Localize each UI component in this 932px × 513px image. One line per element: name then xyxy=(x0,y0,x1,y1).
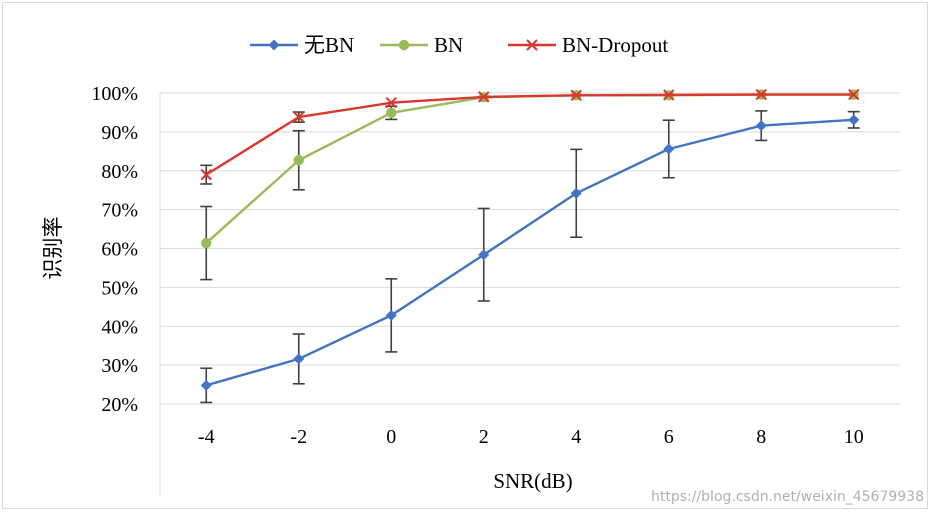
y-axis-title: 识别率 xyxy=(41,217,65,280)
watermark-text: https://blog.csdn.net/weixin_45679938 xyxy=(650,489,924,505)
x-tick-label: 4 xyxy=(571,426,581,448)
data-point-series-1 xyxy=(386,107,397,119)
y-tick-label: 70% xyxy=(101,200,138,222)
y-tick-label: 20% xyxy=(101,394,138,416)
data-point-series-0 xyxy=(200,379,212,391)
legend-entry: 无BN xyxy=(304,33,354,57)
data-point-series-2 xyxy=(663,89,675,101)
data-point-series-0 xyxy=(293,353,305,365)
data-point-series-1 xyxy=(201,237,212,249)
data-point-series-0 xyxy=(755,120,767,132)
axes: 20% 30% 40% 50% 60% 70% 80% 90% 100% -4 -2 0 2 4 6 8 10 xyxy=(91,83,864,496)
x-tick-label: 0 xyxy=(386,426,396,448)
x-tick-label: 6 xyxy=(664,426,674,448)
legend-swatch-marker xyxy=(398,39,410,51)
x-tick-label: -2 xyxy=(290,426,307,448)
x-tick-label: -4 xyxy=(198,426,215,448)
legend: 无BN BN BN-Dropout xyxy=(250,33,668,57)
series-line-2 xyxy=(205,93,854,176)
legend-entry: BN xyxy=(434,33,463,57)
legend-swatch-marker xyxy=(526,39,538,51)
series-lines xyxy=(200,88,860,391)
data-point-series-2 xyxy=(848,88,860,101)
data-point-series-0 xyxy=(848,114,860,126)
data-point-series-2 xyxy=(293,111,305,123)
data-point-series-1 xyxy=(293,155,304,166)
data-point-series-0 xyxy=(663,143,675,155)
x-tick-label: 10 xyxy=(844,426,864,448)
y-tick-label: 60% xyxy=(101,239,138,261)
y-tick-label: 100% xyxy=(91,83,138,105)
data-point-series-0 xyxy=(385,309,397,321)
x-axis-title: SNR(dB) xyxy=(493,469,572,493)
y-tick-label: 90% xyxy=(101,122,138,144)
data-point-series-2 xyxy=(570,89,582,102)
legend-entry: BN-Dropout xyxy=(562,33,668,57)
y-tick-label: 30% xyxy=(101,355,138,377)
gridlines xyxy=(160,92,900,405)
series-line-0 xyxy=(205,118,854,387)
data-point-series-0 xyxy=(478,249,490,261)
data-point-series-2 xyxy=(478,91,490,103)
x-tick-label: 8 xyxy=(756,426,766,448)
data-point-series-2 xyxy=(385,97,397,109)
legend-swatch-marker xyxy=(268,39,280,51)
data-point-series-2 xyxy=(755,88,767,101)
data-point-series-2 xyxy=(200,168,212,181)
y-tick-label: 80% xyxy=(101,161,138,183)
x-tick-label: 2 xyxy=(479,426,489,448)
data-point-series-0 xyxy=(570,187,582,199)
y-tick-label: 40% xyxy=(101,316,138,338)
y-tick-label: 50% xyxy=(101,277,138,299)
